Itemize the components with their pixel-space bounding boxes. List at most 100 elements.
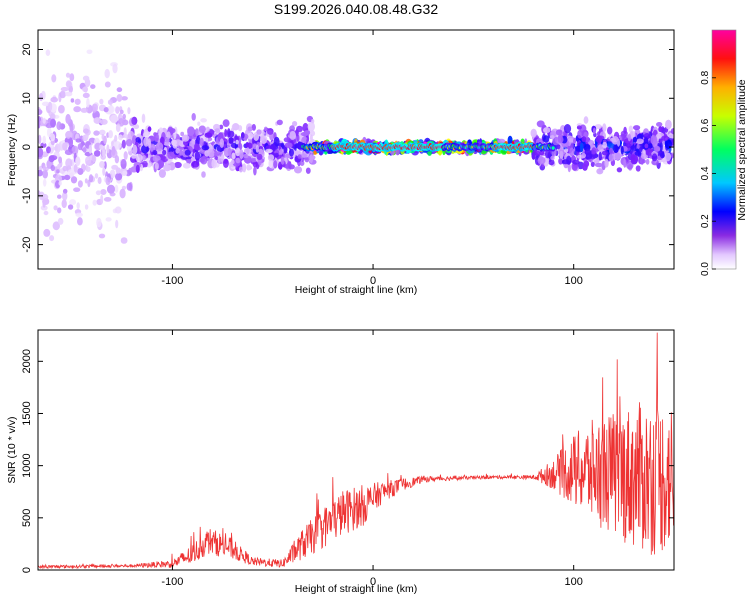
- spectral-blob: [174, 161, 182, 169]
- spectral-blob: [292, 121, 298, 127]
- spectral-blob: [557, 136, 564, 143]
- colorbar-tick-label: 0.4: [700, 166, 711, 180]
- spectral-blob: [41, 193, 49, 201]
- spectral-blob: [103, 197, 112, 202]
- spectral-blob: [133, 124, 140, 130]
- spectral-blob: [658, 138, 663, 143]
- snr-y-label: SNR (10 * v/v): [6, 416, 18, 483]
- spectral-blob: [77, 217, 83, 226]
- spectral-blob: [135, 154, 143, 162]
- spectral-blob: [273, 160, 278, 169]
- spectral-blob: [258, 148, 264, 155]
- spectral-blob: [187, 126, 195, 136]
- spectral-blob: [204, 132, 213, 138]
- spectral-blob: [158, 169, 166, 178]
- spectral-blob: [62, 188, 68, 194]
- spectral-blob: [43, 228, 51, 237]
- colorbar: 0.0 0.2 0.4 0.6 0.8 Normalized spectral ampl…: [700, 29, 748, 276]
- snr-ytick-label: 0: [21, 567, 33, 573]
- spectral-blob: [99, 144, 104, 150]
- spectral-blob: [235, 157, 241, 164]
- spectral-blob: [73, 187, 81, 192]
- snr-xtick-label: 0: [370, 576, 376, 588]
- spectral-blob: [653, 145, 661, 152]
- spectral-blob: [235, 139, 239, 145]
- spectral-blob: [311, 119, 315, 124]
- spectral-blob: [57, 217, 64, 225]
- spectral-blob: [670, 153, 674, 158]
- spectral-blob: [613, 143, 619, 154]
- spectral-blob: [114, 155, 120, 164]
- spectral-blob: [635, 165, 641, 172]
- spectral-blob: [300, 153, 308, 158]
- spectral-blob: [309, 154, 314, 164]
- colorbar-ticks: 0.0 0.2 0.4 0.6 0.8: [700, 70, 716, 276]
- spectral-blob: [288, 161, 292, 169]
- spectral-blob: [51, 74, 57, 83]
- spectral-blob: [58, 180, 62, 186]
- spectral-blob: [616, 138, 621, 147]
- spectral-blob: [642, 159, 646, 164]
- spectrogram-xtick-label: 100: [565, 275, 583, 287]
- spectral-blob: [543, 135, 550, 143]
- spectral-blob: [171, 139, 177, 146]
- spectral-blob: [227, 148, 232, 156]
- spectral-blob: [180, 131, 185, 137]
- spectral-blob: [559, 150, 564, 159]
- spectral-blob: [660, 152, 665, 159]
- spectral-blob: [109, 169, 116, 179]
- spectral-blob: [69, 199, 77, 206]
- spectral-blob: [241, 132, 245, 139]
- spectral-blob: [242, 163, 247, 173]
- spectral-blob: [42, 117, 46, 124]
- spectral-blob: [163, 164, 172, 172]
- spectrogram-ytick-label: -10: [21, 188, 33, 204]
- spectral-blob: [118, 134, 123, 141]
- spectral-blob: [572, 159, 580, 165]
- spectral-blob: [656, 122, 663, 127]
- spectral-blob: [256, 153, 263, 160]
- spectral-blob: [93, 130, 100, 136]
- spectral-blob: [251, 124, 256, 131]
- spectral-blob: [235, 147, 241, 157]
- spectrogram-x-label: Height of straight line (km): [295, 284, 418, 296]
- spectral-blob: [104, 81, 111, 88]
- spectral-blob: [530, 128, 537, 138]
- spectral-blob: [73, 163, 78, 173]
- spectral-blob: [113, 141, 122, 150]
- spectral-blob: [65, 130, 73, 139]
- spectral-blob: [98, 233, 106, 239]
- spectral-blob: [154, 162, 159, 170]
- spectral-blob: [105, 176, 111, 186]
- spectral-blob: [602, 123, 607, 133]
- spectral-blob: [648, 143, 653, 149]
- spectral-blob: [548, 159, 555, 166]
- spectral-blob: [228, 137, 234, 144]
- snr-ytick-label: 2000: [21, 349, 33, 373]
- spectral-blob: [54, 145, 58, 152]
- snr-ytick-label: 1500: [21, 401, 33, 425]
- spectral-blob: [567, 138, 574, 143]
- spectral-blob: [42, 169, 48, 179]
- spectral-blob: [253, 166, 257, 176]
- spectral-blob: [583, 160, 590, 168]
- spectral-blob: [88, 144, 93, 154]
- spectral-blob: [267, 154, 275, 162]
- spectral-blob: [46, 127, 52, 138]
- spectral-blob: [620, 146, 624, 155]
- spectrogram-ytick-label: 10: [21, 92, 33, 104]
- spectral-blob: [38, 134, 42, 144]
- spectral-blob: [103, 107, 109, 113]
- spectral-blob: [265, 148, 273, 153]
- spectral-blob: [99, 119, 108, 125]
- spectral-blob: [232, 123, 240, 131]
- spectral-blob: [181, 134, 190, 142]
- spectral-blob: [102, 167, 106, 176]
- spectral-blob: [45, 49, 51, 56]
- spectral-blob: [556, 144, 561, 150]
- spectral-blob: [93, 150, 101, 157]
- spectral-blob: [100, 189, 107, 195]
- spectral-blob: [497, 138, 506, 144]
- spectral-blob: [38, 190, 41, 196]
